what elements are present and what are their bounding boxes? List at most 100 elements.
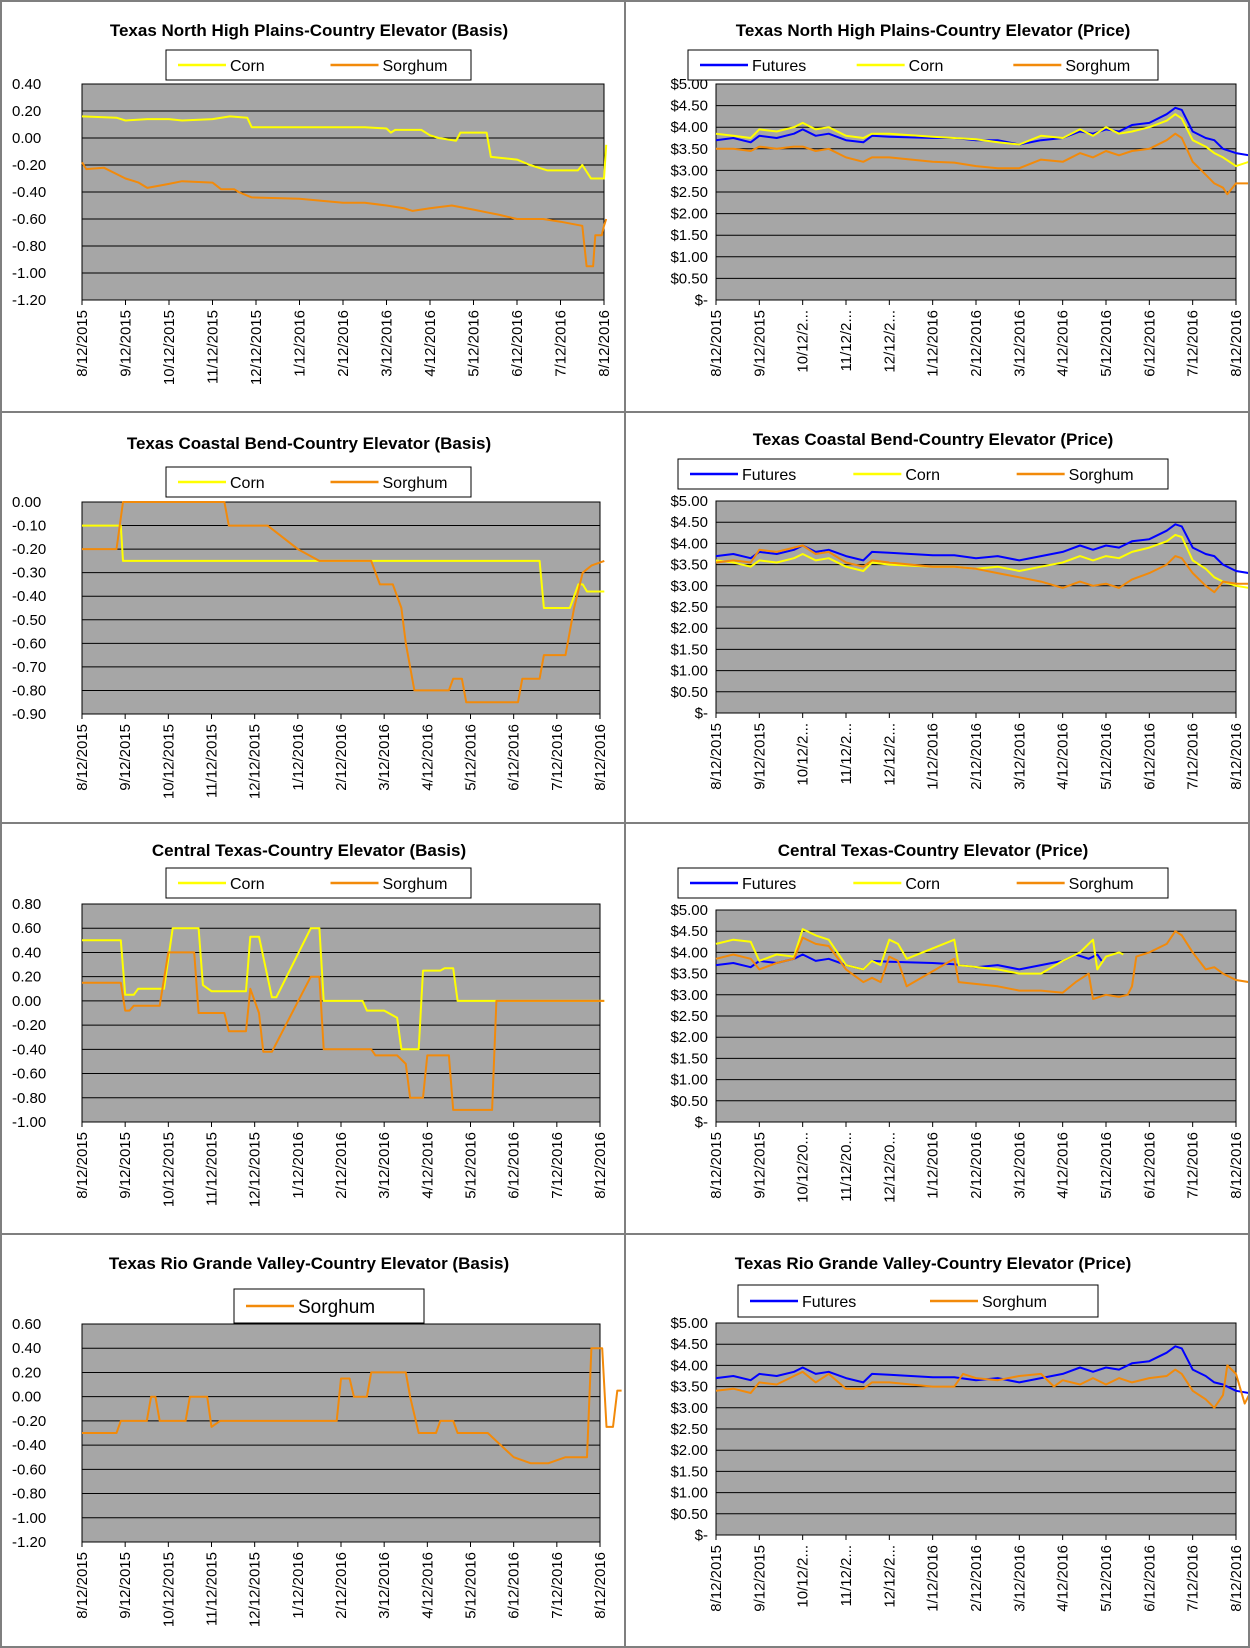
x-tick-label: 1/12/2016 xyxy=(290,724,307,791)
y-tick-label: $3.50 xyxy=(670,1379,708,1396)
x-tick-label: 7/12/2016 xyxy=(1185,1132,1202,1199)
plot-area xyxy=(81,1323,601,1543)
x-tick-label: 1/12/2016 xyxy=(925,723,942,790)
y-tick-label: -1.00 xyxy=(12,1510,46,1527)
x-tick-label: 1/12/2016 xyxy=(290,1552,307,1619)
y-tick-label: -0.30 xyxy=(12,565,46,582)
x-tick-label: 8/12/2016 xyxy=(592,1132,609,1199)
series-line-sorghum xyxy=(715,544,1248,594)
x-tick-label: 8/12/2015 xyxy=(74,1552,91,1619)
legend-label: Corn xyxy=(230,475,265,492)
x-tick-label: 4/12/2016 xyxy=(1055,1132,1072,1199)
x-tick-label: 8/12/2016 xyxy=(1228,310,1245,377)
y-tick-label: 0.80 xyxy=(12,896,41,913)
legend-label: Sorghum xyxy=(298,1297,375,1318)
y-tick-label: $1.50 xyxy=(670,1050,708,1067)
y-tick-label: $1.50 xyxy=(670,227,708,244)
series-line-corn xyxy=(81,115,608,180)
x-tick-label: 3/12/2016 xyxy=(1011,723,1028,790)
chart-svg: Texas Coastal Bend-Country Elevator (Bas… xyxy=(12,434,609,799)
legend: Futures Sorghum xyxy=(737,1284,1099,1318)
x-tick-label: 6/12/2016 xyxy=(506,1552,523,1619)
x-tick-label: 9/12/2015 xyxy=(118,310,135,377)
legend-label: Futures xyxy=(742,876,796,893)
chart-title: Central Texas-Country Elevator (Basis) xyxy=(152,841,466,860)
y-tick-label: $3.50 xyxy=(670,141,708,158)
x-tick-label: 11/12/2... xyxy=(838,723,855,784)
legend-box xyxy=(677,867,1169,899)
x-tick-label: 10/12/2015 xyxy=(161,310,178,385)
x-tick-label: 8/12/2016 xyxy=(592,724,609,791)
x-tick-label: 4/12/2016 xyxy=(1055,723,1072,790)
chart-panel-0: Texas North High Plains-Country Elevator… xyxy=(0,0,626,413)
chart-title: Texas Rio Grande Valley-Country Elevator… xyxy=(109,1254,509,1273)
y-tick-label: $1.00 xyxy=(670,249,708,266)
x-tick-label: 2/12/2016 xyxy=(968,1132,985,1199)
x-tick-label: 6/12/2016 xyxy=(506,1132,523,1199)
x-tick-label: 11/12/2015 xyxy=(204,1132,221,1206)
x-tick-label: 10/12/2... xyxy=(795,1545,812,1608)
x-tick-label: 8/12/2015 xyxy=(74,1132,91,1199)
series-line-corn xyxy=(715,928,1124,975)
x-tick-label: 3/12/2016 xyxy=(376,1552,393,1619)
legend-label: Corn xyxy=(905,876,940,893)
x-tick-label: 5/12/2016 xyxy=(466,310,483,377)
y-tick-label: -0.20 xyxy=(12,1017,46,1034)
y-tick-label: $4.50 xyxy=(670,923,708,940)
x-tick-label: 10/12/2015 xyxy=(160,1552,177,1627)
legend-label: Sorghum xyxy=(383,475,448,492)
chart-title: Texas Coastal Bend-Country Elevator (Bas… xyxy=(127,434,491,453)
x-tick-label: 4/12/2016 xyxy=(1055,1545,1072,1612)
y-tick-label: -0.60 xyxy=(12,635,46,652)
x-tick-label: 2/12/2016 xyxy=(968,723,985,790)
y-tick-label: $3.00 xyxy=(670,1400,708,1417)
x-tick-label: 8/12/2016 xyxy=(596,310,613,377)
x-tick-label: 8/12/2015 xyxy=(708,723,725,790)
series-line-corn xyxy=(82,927,605,1051)
x-tick-label: 10/12/2... xyxy=(795,310,812,373)
y-tick-label: $4.00 xyxy=(670,535,708,552)
y-tick-label: $3.00 xyxy=(670,578,708,595)
y-tick-label: $0.50 xyxy=(670,1506,708,1523)
y-tick-label: -0.40 xyxy=(12,1437,46,1454)
chart-panel-3: Texas Coastal Bend-Country Elevator (Pri… xyxy=(624,411,1250,824)
y-tick-label: -0.90 xyxy=(12,706,46,723)
x-tick-label: 4/12/2016 xyxy=(419,724,436,791)
x-tick-label: 5/12/2016 xyxy=(1098,723,1115,790)
x-tick-label: 12/12/2015 xyxy=(248,310,265,385)
chart-svg: Texas North High Plains-Country Elevator… xyxy=(12,21,613,385)
y-tick-label: -0.20 xyxy=(12,1413,46,1430)
y-tick-label: $4.00 xyxy=(670,944,708,961)
x-tick-label: 4/12/2016 xyxy=(419,1552,436,1619)
y-tick-label: -0.80 xyxy=(12,238,46,255)
legend-label: Sorghum xyxy=(383,876,448,893)
y-tick-label: -0.40 xyxy=(12,184,46,201)
y-tick-label: $2.50 xyxy=(670,599,708,616)
y-tick-label: 0.20 xyxy=(12,103,41,120)
y-tick-label: $1.00 xyxy=(670,1072,708,1089)
x-tick-label: 7/12/2016 xyxy=(549,1132,566,1199)
x-tick-label: 8/12/2016 xyxy=(1228,1132,1245,1199)
series-line-futures xyxy=(715,1345,1248,1394)
chart-title: Texas Rio Grande Valley-Country Elevator… xyxy=(735,1254,1132,1273)
series-line-corn xyxy=(715,113,1248,168)
series-line-sorghum xyxy=(82,1347,622,1465)
x-tick-label: 2/12/2016 xyxy=(968,1545,985,1612)
legend-label: Sorghum xyxy=(383,58,448,75)
series-line-sorghum xyxy=(82,951,605,1111)
x-tick-label: 1/12/2016 xyxy=(292,310,309,377)
legend-label: Corn xyxy=(905,467,940,484)
y-tick-label: $2.00 xyxy=(670,206,708,223)
x-tick-label: 9/12/2015 xyxy=(751,723,768,790)
y-tick-label: 0.00 xyxy=(12,494,41,511)
x-tick-label: 11/12/2... xyxy=(838,1545,855,1606)
legend-box xyxy=(677,458,1169,490)
x-tick-label: 8/12/2016 xyxy=(1228,723,1245,790)
y-tick-label: $2.00 xyxy=(670,1029,708,1046)
legend-label: Sorghum xyxy=(1069,467,1134,484)
x-tick-label: 12/12/2... xyxy=(881,310,898,373)
x-tick-label: 6/12/2016 xyxy=(1141,1132,1158,1199)
x-tick-label: 3/12/2016 xyxy=(1011,1545,1028,1612)
y-tick-label: $4.50 xyxy=(670,514,708,531)
y-tick-label: $2.00 xyxy=(670,620,708,637)
